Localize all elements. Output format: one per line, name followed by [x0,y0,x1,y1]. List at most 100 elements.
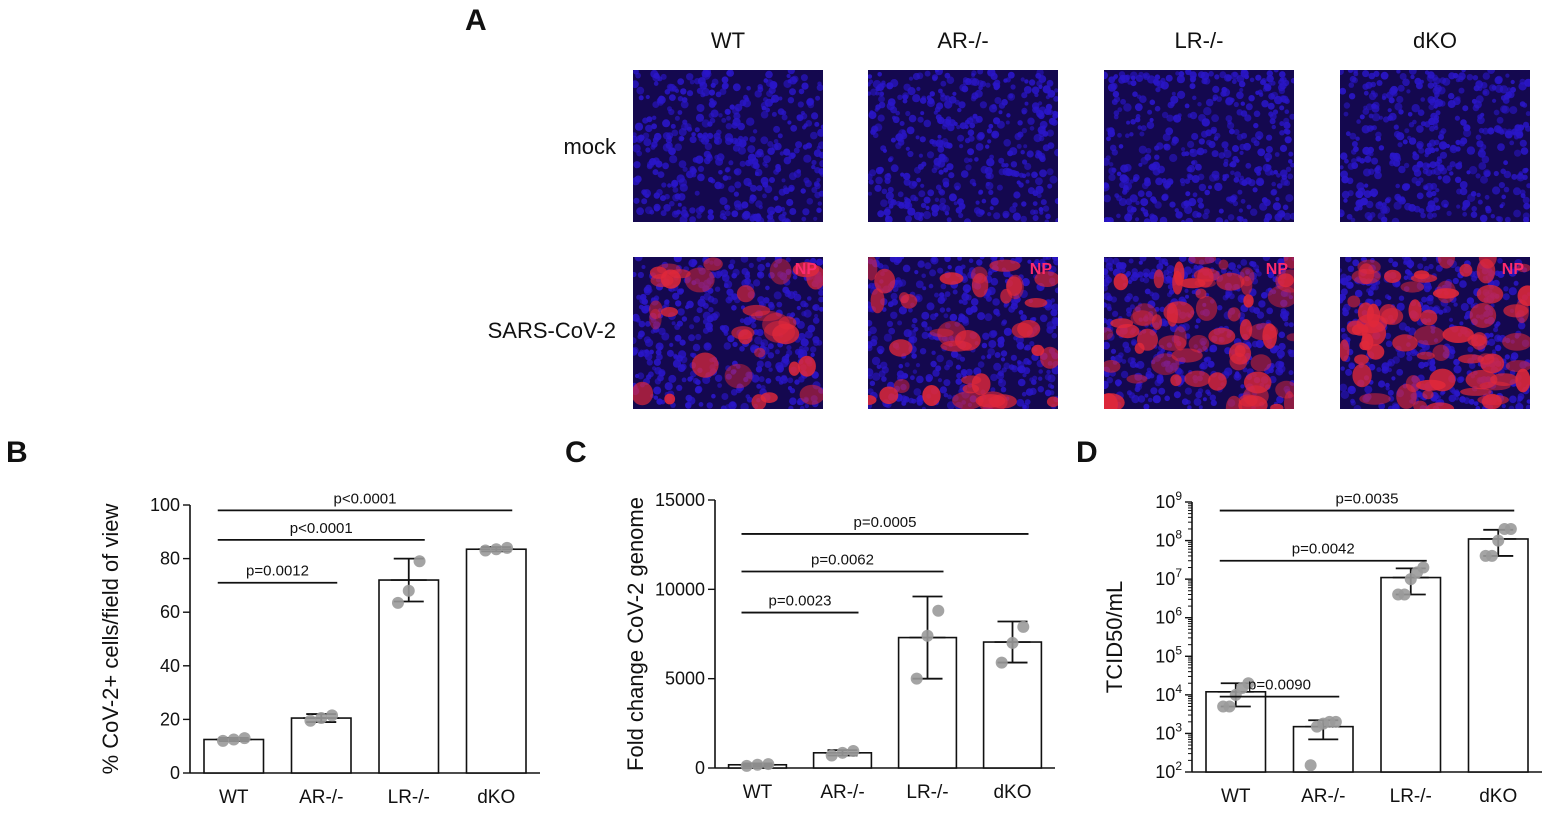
column-label-ar: AR-/- [937,28,989,53]
y-tick-label: 103 [1155,720,1182,743]
y-tick-label: 80 [160,549,180,569]
panel-label-b: B [6,436,28,469]
data-point [304,714,317,727]
x-tick-label: dKO [477,787,515,808]
data-point [238,732,251,745]
micrograph-mock-dko [1340,70,1530,222]
x-tick-label: WT [1221,786,1251,807]
np-stain-label: NP [794,261,817,278]
data-point [1504,522,1517,535]
micrograph-infected-lr: NP [1104,257,1294,409]
y-tick-label: 15000 [655,490,705,510]
micrograph-infected-wt: NP [633,257,823,409]
x-tick-label: dKO [1479,786,1517,807]
data-point [825,749,838,762]
y-tick-label: 108 [1155,528,1182,551]
data-point [501,541,514,554]
np-stain-label: NP [1029,261,1052,278]
x-tick-label: AR-/- [1301,786,1345,807]
np-stain-label: NP [1265,261,1288,278]
data-point [1304,759,1317,772]
column-label-wt: WT [710,28,746,53]
data-point [1223,700,1236,713]
row-label-sars-cov-2: SARS-CoV-2 [487,318,616,343]
micrograph-infected-dko: NP [1340,257,1530,409]
p-value-label: p=0.0035 [1336,491,1399,508]
data-point [402,584,415,597]
micrograph-texture [633,257,823,409]
data-point [227,733,240,746]
data-point [762,758,775,771]
data-point [910,672,923,685]
micrograph-texture [633,70,823,222]
y-tick-label: 40 [160,656,180,676]
micrograph-mock-ar [868,70,1058,222]
data-point [932,604,945,617]
micrograph-texture [868,257,1058,409]
p-value-label: p<0.0001 [290,520,353,537]
data-point [740,759,753,772]
data-point [836,746,849,759]
data-point [1242,677,1255,690]
panel-label-a: A [465,4,487,37]
data-point [1329,715,1342,728]
x-tick-label: WT [219,787,249,808]
data-point [1017,620,1030,633]
y-tick-label: 20 [160,709,180,729]
p-value-label: p=0.0005 [854,514,917,531]
x-tick-label: AR-/- [299,787,343,808]
y-tick-label: 5000 [665,669,705,689]
data-point [921,629,934,642]
data-point [1492,534,1505,547]
np-stain-label: NP [1501,261,1524,278]
data-point [413,555,426,568]
micrograph-texture [1340,257,1530,409]
row-label-mock: mock [563,134,616,159]
micrograph-texture [1340,70,1530,222]
y-axis-title: % CoV-2+ cells/field of view [98,503,123,774]
data-point [315,712,328,725]
panel-label-d: D [1076,436,1098,469]
data-point [490,543,503,556]
x-tick-label: LR-/- [388,787,430,808]
micrograph-texture [1104,257,1294,409]
y-tick-label: 10000 [655,579,705,599]
data-point [216,734,229,747]
x-tick-label: LR-/- [906,782,948,803]
p-value-label: p=0.0062 [811,551,874,568]
bar [378,579,440,774]
p-value-label: p<0.0001 [334,490,397,507]
data-point [847,745,860,758]
y-tick-label: 0 [170,763,180,783]
y-tick-label: 106 [1155,605,1182,628]
micrograph-infected-ar: NP [868,257,1058,409]
data-point [1398,588,1411,601]
y-tick-label: 107 [1155,566,1182,589]
bar [1380,576,1442,773]
y-tick-label: 0 [695,758,705,778]
data-point [751,758,764,771]
p-value-label: p=0.0042 [1292,541,1355,558]
data-point [1417,561,1430,574]
data-point [479,544,492,557]
bar [1467,538,1529,773]
data-point [326,709,339,722]
micrograph-mock-lr [1104,70,1294,222]
y-tick-label: 109 [1155,489,1182,512]
data-point [391,596,404,609]
x-tick-label: WT [743,782,773,803]
p-value-label: p=0.0090 [1248,677,1311,694]
y-tick-label: 100 [150,495,180,515]
p-value-label: p=0.0012 [246,563,309,580]
y-tick-label: 102 [1155,759,1182,782]
x-tick-label: LR-/- [1390,786,1432,807]
data-point [995,656,1008,669]
y-axis-title: Fold change CoV-2 genome [623,497,648,771]
data-point [1006,636,1019,649]
p-value-label: p=0.0023 [769,593,832,610]
panel-label-c: C [565,436,587,469]
micrograph-texture [1104,70,1294,222]
